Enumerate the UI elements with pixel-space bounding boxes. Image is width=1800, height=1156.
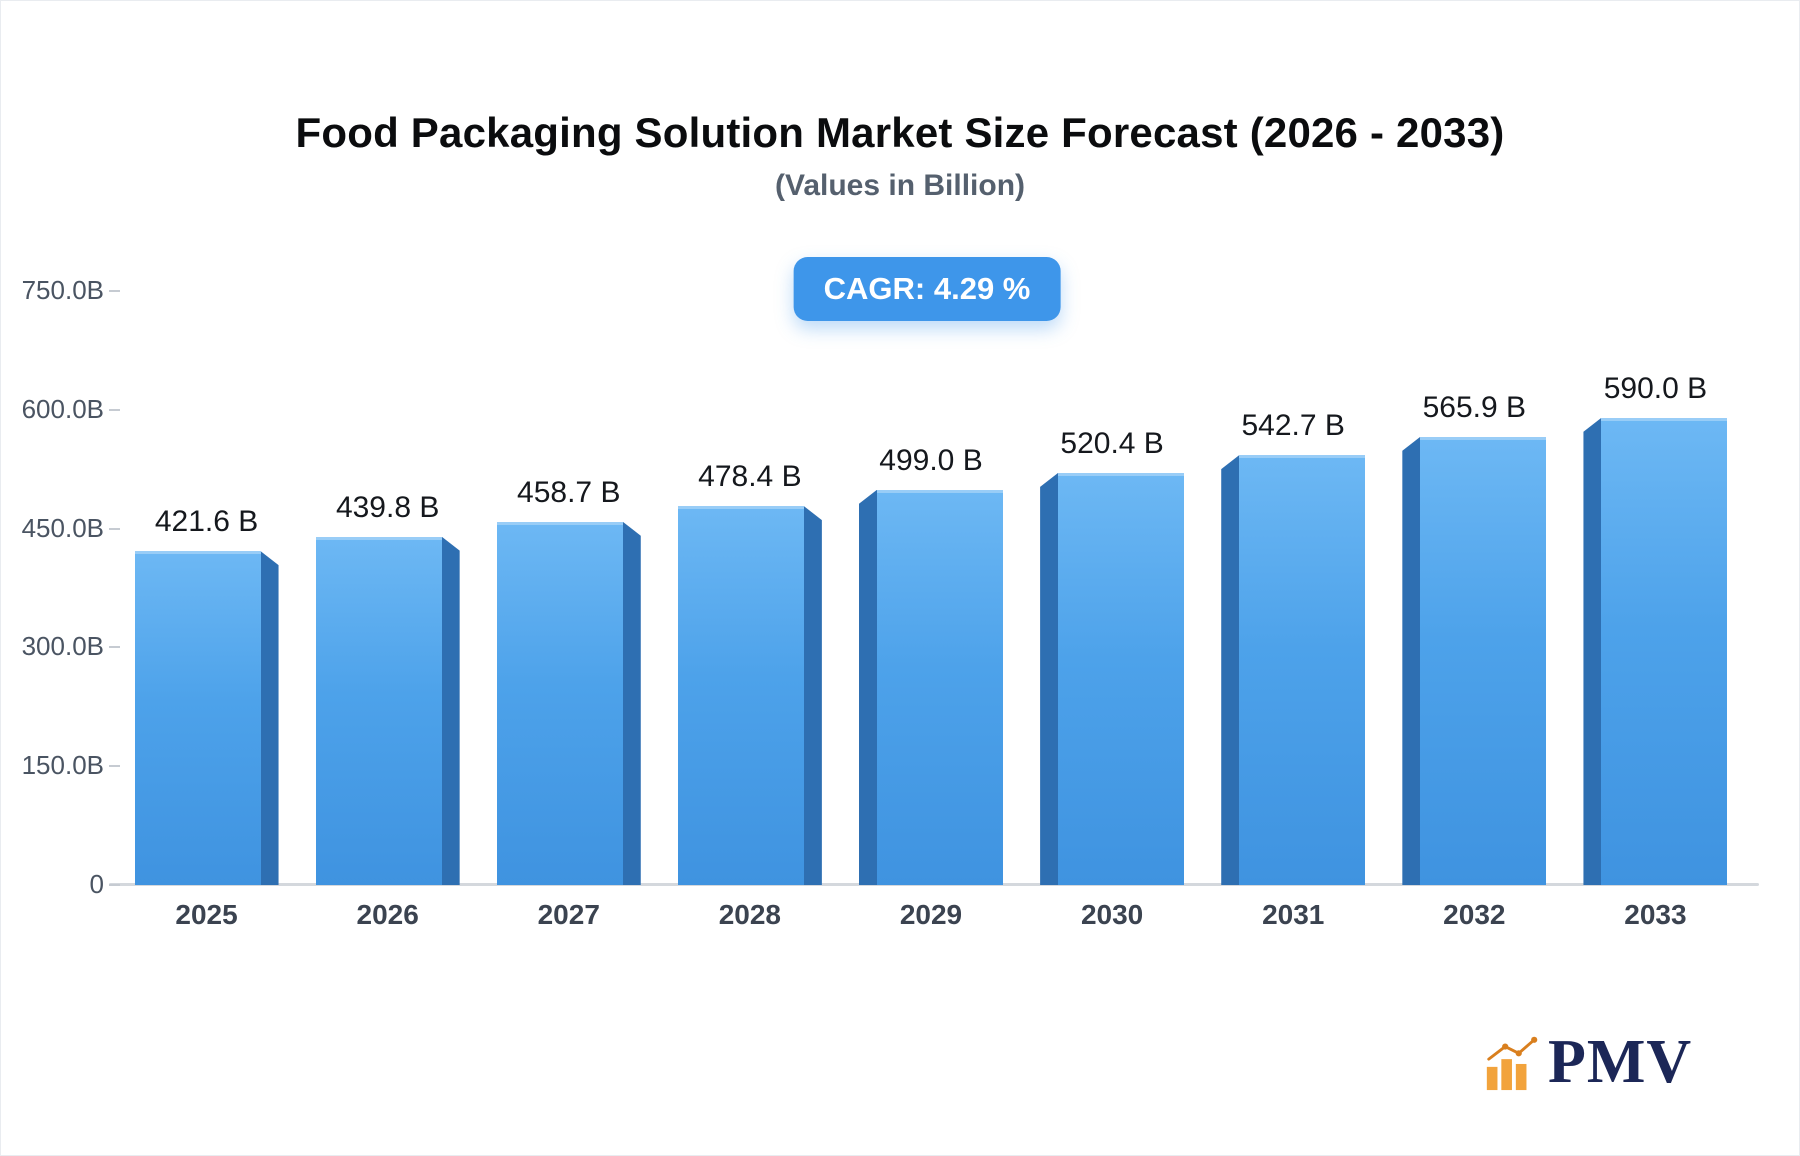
bar-2028 [677,506,822,885]
bar-side-face [441,536,460,885]
x-axis-label: 2025 [175,899,238,930]
bar-face [877,489,1003,885]
x-axis-label: 2030 [1080,899,1144,930]
y-axis-tick-mark [109,408,120,411]
x-axis-label: 2033 [1624,899,1687,930]
y-axis-tick-mark [109,290,120,292]
bar-face [1239,455,1366,885]
bar-value-label: 542.7 B [1241,409,1345,443]
y-axis-tick-label: 150.0B [21,750,104,781]
y-axis-tick-label: 750.0B [21,275,104,305]
bar-side-face [1402,436,1421,885]
bar-side-face [1583,417,1602,885]
bar-2032 [1402,436,1547,885]
bar-face [1058,472,1185,885]
x-axis-label: 2028 [718,899,782,930]
bar-2033 [1583,417,1728,885]
bar-side-face [859,489,877,885]
bar-side-face [1040,472,1059,885]
bar-face [496,521,623,885]
bar-side-face [260,551,279,885]
x-axis-label: 2031 [1262,899,1325,930]
bar-2029 [859,489,1003,885]
bar-2026 [315,536,460,885]
chart-title: Food Packaging Solution Market Size Fore… [295,109,1505,156]
bar-value-label: 478.4 B [698,460,802,494]
y-axis-tick-mark [109,884,120,886]
bar-value-label: 421.6 B [154,505,259,539]
bar-side-face [803,506,822,885]
bar-value-label: 499.0 B [879,443,983,477]
bar-side-face [622,521,641,885]
y-axis-tick-label: 600.0B [21,393,104,424]
bar-2031 [1221,455,1366,885]
bar-face [677,506,804,885]
pmv-logo: PMV [1482,1028,1693,1096]
x-axis-label: 2032 [1443,899,1506,930]
x-axis-label: 2026 [356,899,419,930]
y-axis-tick-label: 300.0B [21,631,104,662]
bar-face [134,551,261,885]
cagr-badge: CAGR: 4.29 % [793,257,1061,321]
y-axis-tick-mark [109,527,120,530]
bar-2027 [496,521,641,885]
chart-subtitle: (Values in Billion) [774,169,1026,202]
bar-2025 [134,551,279,885]
bar-2030 [1040,472,1185,885]
logo-text: PMV [1548,1028,1693,1096]
y-axis-tick-label: 450.0B [21,512,104,543]
bar-chart-icon [1486,1036,1538,1090]
x-axis-label: 2029 [899,899,963,930]
bar-face [315,536,442,885]
x-axis-label: 2027 [537,899,600,930]
y-axis-tick-label: 0 [89,869,104,899]
bar-side-face [1221,455,1240,885]
bar-value-label: 565.9 B [1422,390,1527,424]
bar-face [1420,436,1547,885]
bar-value-label: 590.0 B [1603,371,1708,405]
bar-value-label: 458.7 B [517,475,621,509]
bar-value-label: 520.4 B [1060,426,1164,460]
bar-face [1601,417,1728,885]
bar-value-label: 439.8 B [335,490,440,524]
y-axis-tick-mark [109,765,120,768]
y-axis-tick-mark [109,646,120,649]
